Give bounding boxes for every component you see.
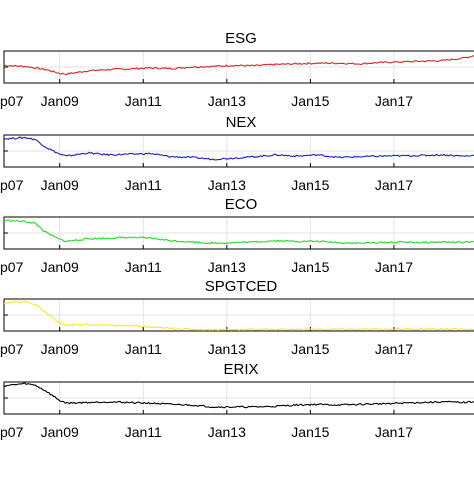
x-tick-label: Jan11	[125, 93, 162, 109]
x-tick-label: Jan11	[125, 424, 162, 440]
x-tick-label: Jan15	[291, 341, 329, 357]
x-tick-label: Jan15	[291, 177, 329, 193]
series-line-spgtced	[3, 300, 474, 331]
x-tick-label: Jan09	[41, 177, 79, 193]
panel-title: ESG	[225, 30, 257, 47]
x-tick-label: Jan13	[208, 177, 246, 193]
x-tick-label: p07	[0, 424, 24, 440]
x-tick-label: p07	[0, 177, 24, 193]
panel-erix: p07 Jan09 Jan11 Jan13 Jan15 Jan17 ERIX	[0, 361, 474, 440]
x-tick-label: Jan09	[41, 341, 79, 357]
panel-title: SPGTCED	[205, 278, 278, 295]
series-line-erix	[3, 382, 474, 409]
x-tick-label: Jan17	[375, 93, 413, 109]
series-line-eco	[3, 219, 474, 245]
x-tick-label: Jan13	[208, 341, 246, 357]
x-tick-label: p07	[0, 259, 24, 275]
panel-title: NEX	[226, 114, 257, 131]
x-tick-label: Jan11	[125, 177, 162, 193]
panel-nex: p07 Jan09 Jan11 Jan13 Jan15 Jan17 NEX	[0, 114, 474, 193]
series-line-esg	[4, 55, 474, 76]
x-tick-label: Jan11	[125, 341, 162, 357]
panel-spgtced: p07 Jan09 Jan11 Jan13 Jan15 Jan17 SPGTCED	[0, 278, 474, 357]
x-tick-label: Jan13	[208, 259, 246, 275]
x-tick-label: Jan17	[375, 341, 413, 357]
x-tick-label: Jan17	[375, 177, 413, 193]
x-tick-label: Jan17	[375, 424, 413, 440]
x-tick-label: Jan15	[291, 259, 329, 275]
panel-title: ECO	[225, 196, 258, 213]
panel-esg: p07 Jan09 Jan11 Jan13 Jan15 Jan17 ESG	[0, 30, 474, 109]
panel-eco: p07 Jan09 Jan11 Jan13 Jan15 Jan17 ECO	[0, 196, 474, 275]
x-tick-label: p07	[0, 93, 24, 109]
x-tick-label: Jan17	[375, 259, 413, 275]
x-tick-label: Jan13	[208, 424, 246, 440]
x-tick-label: Jan11	[125, 259, 162, 275]
x-tick-label: Jan13	[208, 93, 246, 109]
x-tick-label: Jan15	[291, 424, 329, 440]
x-tick-label: Jan09	[41, 93, 79, 109]
panel-title: ERIX	[223, 361, 258, 378]
x-tick-label: p07	[0, 341, 24, 357]
x-tick-label: Jan09	[41, 259, 79, 275]
x-tick-label: Jan15	[291, 93, 329, 109]
series-line-nex	[3, 136, 474, 161]
x-tick-label: Jan09	[41, 424, 79, 440]
